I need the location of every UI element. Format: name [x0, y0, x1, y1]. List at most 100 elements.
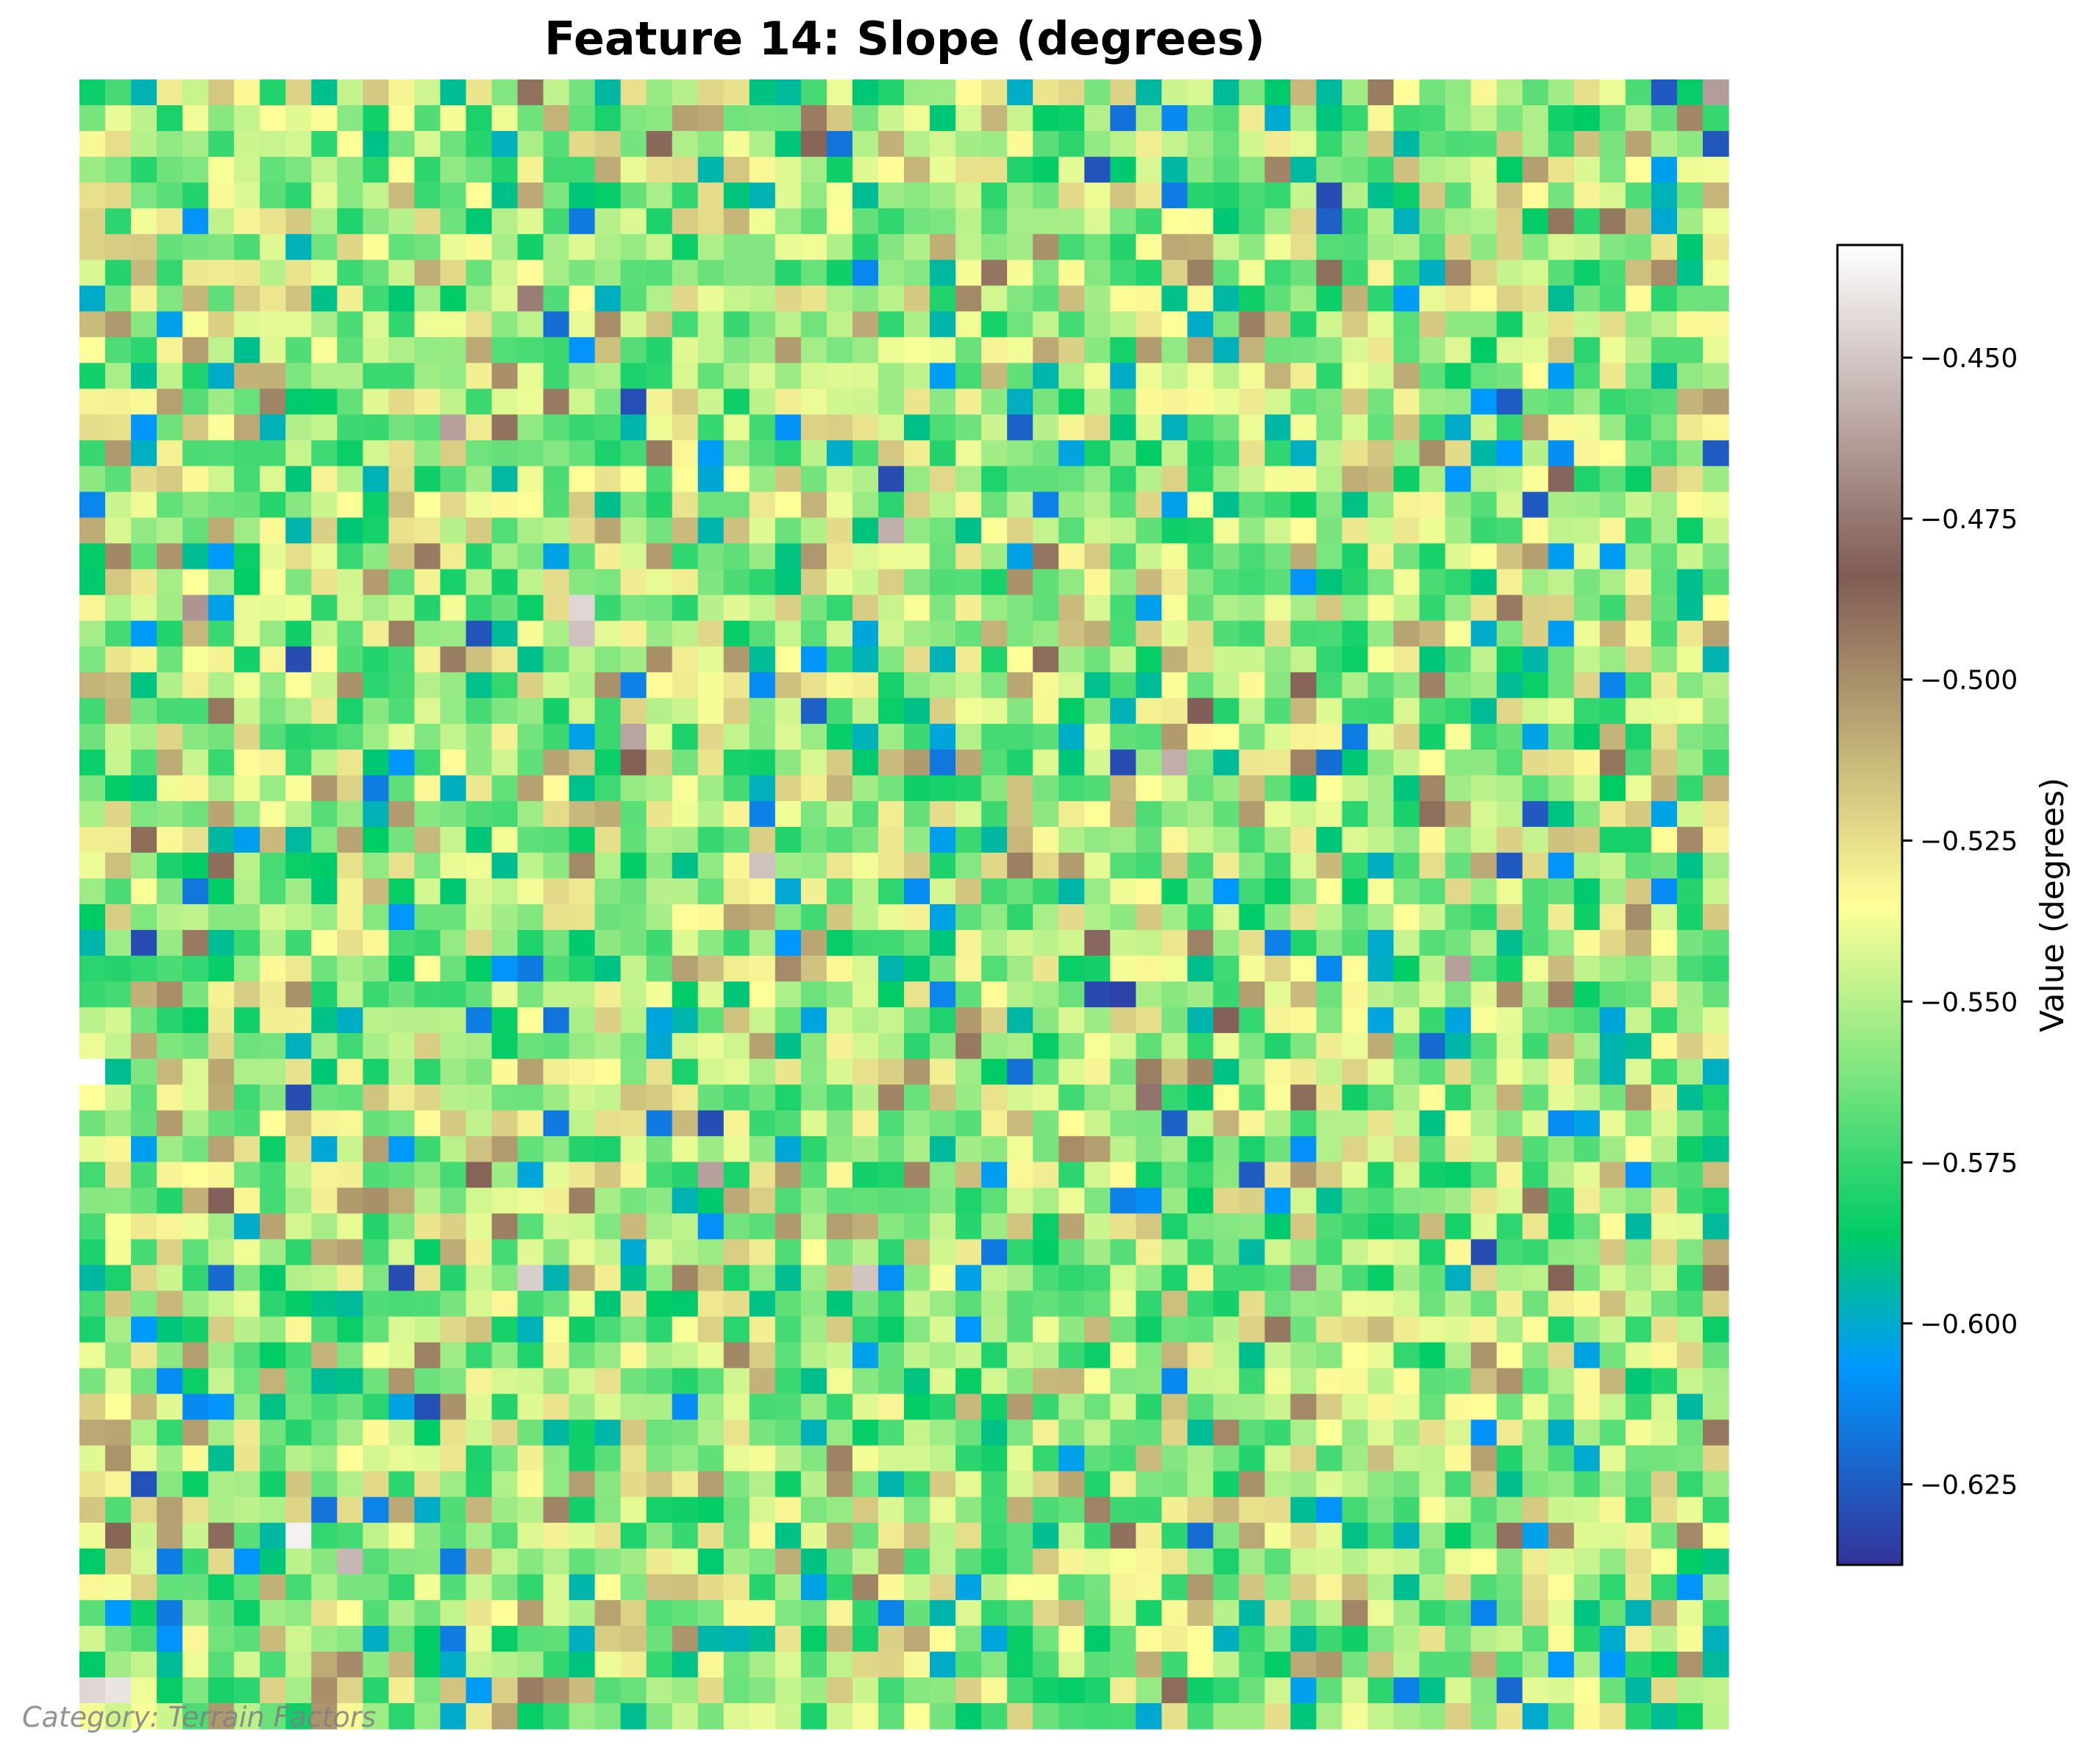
heatmap-cell — [1084, 1368, 1111, 1395]
heatmap-cell — [1676, 1368, 1704, 1395]
heatmap-cell — [337, 620, 363, 647]
heatmap-cell — [1419, 569, 1446, 596]
heatmap-cell — [826, 1445, 853, 1472]
heatmap-cell — [388, 1187, 416, 1214]
heatmap-cell — [157, 981, 183, 1008]
heatmap-cell — [79, 1084, 106, 1111]
heatmap-cell — [749, 543, 776, 570]
heatmap-cell — [1084, 1290, 1111, 1318]
heatmap-cell — [1058, 1059, 1085, 1085]
heatmap-cell — [955, 620, 982, 647]
heatmap-cell — [157, 1677, 183, 1704]
heatmap-cell — [852, 311, 879, 338]
heatmap-cell — [105, 105, 132, 132]
heatmap-cell — [826, 491, 853, 519]
heatmap-cell — [1033, 620, 1059, 647]
heatmap-cell — [105, 388, 132, 416]
heatmap-cell — [1496, 1162, 1523, 1188]
heatmap-cell — [260, 466, 286, 493]
heatmap-cell — [672, 1419, 699, 1446]
heatmap-cell — [775, 208, 802, 235]
heatmap-cell — [1445, 1496, 1472, 1524]
heatmap-cell — [285, 208, 312, 235]
heatmap-cell — [594, 388, 622, 416]
heatmap-cell — [311, 337, 338, 363]
heatmap-cell — [337, 1007, 363, 1034]
heatmap-cell — [878, 904, 905, 931]
heatmap-cell — [1625, 1522, 1652, 1549]
heatmap-cell — [569, 1548, 596, 1575]
heatmap-cell — [260, 800, 286, 828]
heatmap-cell — [414, 1702, 441, 1730]
heatmap-cell — [1522, 1625, 1549, 1652]
heatmap-cell — [800, 878, 827, 905]
heatmap-cell — [1393, 363, 1420, 389]
heatmap-cell — [1419, 1265, 1446, 1292]
heatmap-cell — [260, 337, 286, 363]
heatmap-cell — [1264, 620, 1292, 647]
heatmap-cell — [414, 672, 441, 699]
heatmap-cell — [723, 517, 750, 544]
heatmap-cell — [337, 466, 363, 493]
heatmap-cell — [775, 1548, 802, 1575]
heatmap-cell — [852, 491, 879, 519]
heatmap-cell — [1033, 852, 1059, 879]
heatmap-cell — [414, 1599, 441, 1627]
heatmap-cell — [775, 363, 802, 389]
heatmap-cell — [1007, 440, 1033, 467]
heatmap-cell — [775, 260, 802, 286]
heatmap-cell — [414, 1290, 441, 1318]
heatmap-cell — [260, 1059, 286, 1085]
heatmap-cell — [594, 260, 622, 286]
heatmap-cell — [466, 79, 493, 106]
heatmap-cell — [646, 620, 673, 647]
heatmap-cell — [904, 1522, 930, 1549]
heatmap-cell — [697, 260, 725, 286]
heatmap-cell — [878, 852, 905, 879]
heatmap-cell — [1239, 311, 1266, 338]
heatmap-cell — [208, 388, 235, 416]
heatmap-cell — [723, 543, 750, 570]
heatmap-cell — [1316, 208, 1343, 235]
heatmap-cell — [594, 1059, 622, 1085]
heatmap-cell — [1342, 311, 1369, 338]
heatmap-cell — [182, 1445, 209, 1472]
heatmap-cell — [1522, 517, 1549, 544]
heatmap-cell — [1084, 594, 1111, 622]
heatmap-cell — [285, 852, 312, 879]
heatmap-cell — [543, 131, 570, 157]
heatmap-cell — [646, 1213, 673, 1240]
heatmap-cell — [1573, 569, 1601, 596]
heatmap-cell — [1161, 775, 1188, 802]
heatmap-cell — [904, 1213, 930, 1240]
heatmap-cell — [826, 878, 853, 905]
heatmap-cell — [672, 1599, 699, 1627]
heatmap-cell — [1187, 182, 1214, 209]
heatmap-cell — [1496, 1290, 1523, 1318]
heatmap-cell — [157, 1419, 183, 1446]
heatmap-cell — [955, 414, 982, 441]
heatmap-cell — [1187, 749, 1214, 776]
heatmap-cell — [1007, 131, 1033, 157]
heatmap-cell — [1342, 1136, 1369, 1162]
heatmap-cell — [311, 956, 338, 982]
heatmap-cell — [1187, 131, 1214, 157]
heatmap-cell — [1290, 517, 1317, 544]
heatmap-cell — [594, 723, 622, 750]
heatmap-cell — [1496, 1316, 1523, 1343]
heatmap-cell — [594, 930, 622, 956]
heatmap-cell — [1393, 800, 1420, 828]
heatmap-cell — [1470, 1496, 1498, 1524]
heatmap-cell — [1625, 1316, 1652, 1343]
heatmap-cell — [182, 234, 209, 260]
heatmap-cell — [1548, 1574, 1575, 1601]
heatmap-cell — [1161, 1239, 1188, 1266]
heatmap-cell — [594, 904, 622, 931]
heatmap-cell — [1136, 1445, 1162, 1472]
heatmap-cell — [1419, 1342, 1446, 1369]
heatmap-cell — [285, 1599, 312, 1627]
heatmap-cell — [182, 285, 209, 312]
heatmap-cell — [1187, 414, 1214, 441]
heatmap-cell — [775, 904, 802, 931]
heatmap-cell — [1367, 620, 1395, 647]
